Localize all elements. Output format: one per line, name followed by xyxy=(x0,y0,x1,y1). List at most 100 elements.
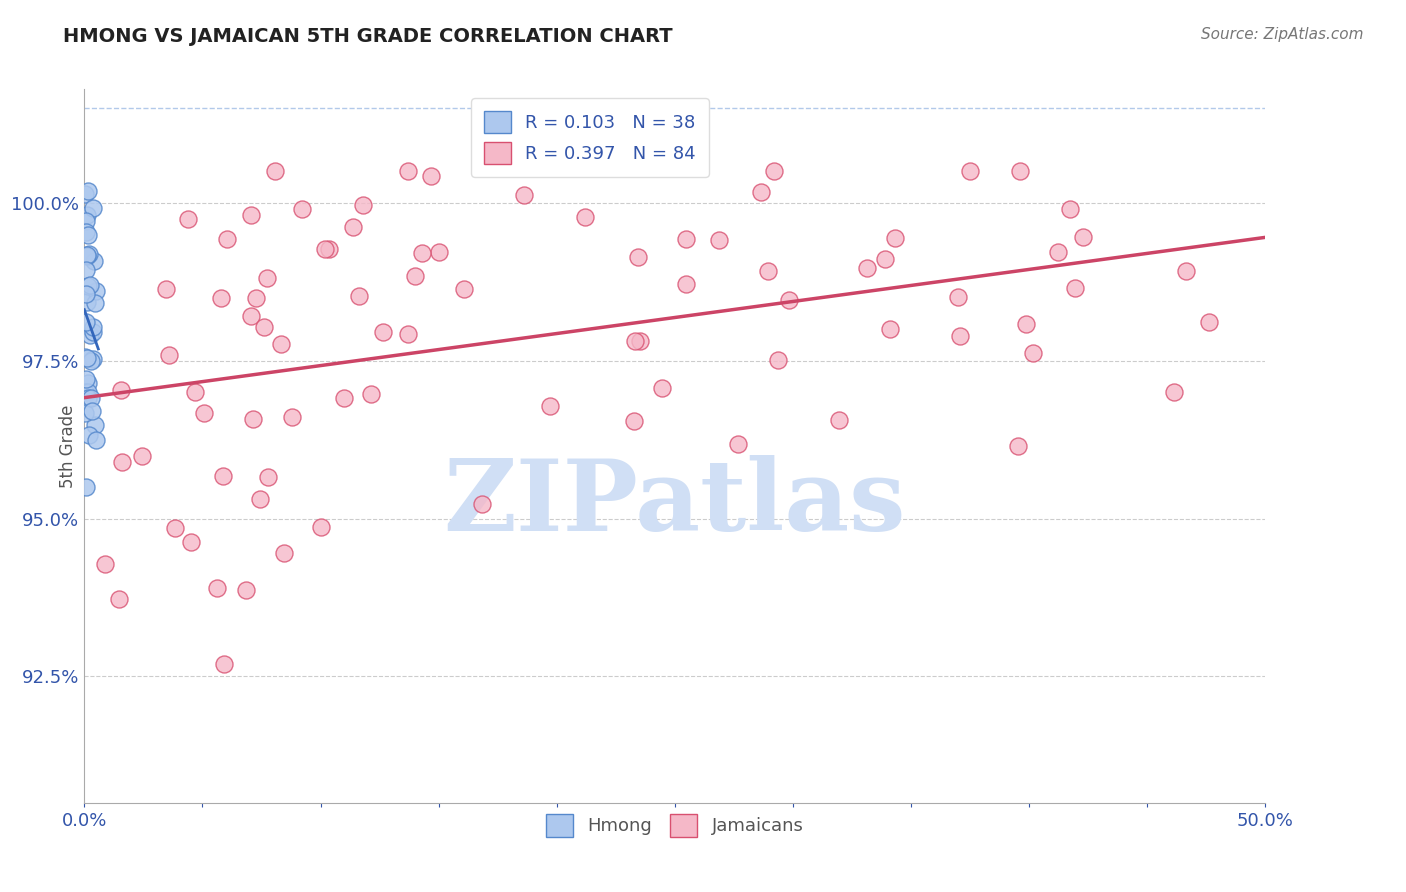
Point xyxy=(946,290,969,304)
Point xyxy=(79,278,101,293)
Point xyxy=(318,242,340,256)
Point xyxy=(352,197,374,211)
Point xyxy=(270,336,292,351)
Point xyxy=(235,582,257,597)
Point xyxy=(165,521,187,535)
Point xyxy=(75,263,97,277)
Point xyxy=(1022,346,1045,360)
Point xyxy=(79,391,101,405)
Point xyxy=(453,283,475,297)
Point xyxy=(83,254,105,268)
Point xyxy=(110,383,132,397)
Point xyxy=(180,534,202,549)
Point xyxy=(82,320,104,334)
Y-axis label: 5th Grade: 5th Grade xyxy=(59,404,77,488)
Point xyxy=(79,328,101,343)
Point xyxy=(875,252,897,266)
Point xyxy=(1059,202,1081,216)
Point xyxy=(76,376,98,391)
Point xyxy=(256,470,278,484)
Point xyxy=(93,557,115,571)
Point xyxy=(1047,245,1070,260)
Point xyxy=(75,287,97,301)
Point xyxy=(1064,281,1087,295)
Point xyxy=(675,232,697,246)
Point xyxy=(1015,317,1038,331)
Point xyxy=(76,279,98,293)
Point xyxy=(131,449,153,463)
Point xyxy=(76,248,98,262)
Point xyxy=(77,184,100,198)
Point xyxy=(242,412,264,426)
Point xyxy=(651,381,673,395)
Point xyxy=(574,211,596,225)
Text: HMONG VS JAMAICAN 5TH GRADE CORRELATION CHART: HMONG VS JAMAICAN 5TH GRADE CORRELATION … xyxy=(63,27,673,45)
Point xyxy=(756,264,779,278)
Point xyxy=(245,292,267,306)
Point xyxy=(1174,264,1197,278)
Text: Source: ZipAtlas.com: Source: ZipAtlas.com xyxy=(1201,27,1364,42)
Point xyxy=(749,185,772,199)
Point xyxy=(82,326,104,340)
Point xyxy=(157,348,180,362)
Point xyxy=(1071,229,1094,244)
Point xyxy=(675,277,697,291)
Point xyxy=(420,169,443,184)
Point xyxy=(264,164,287,178)
Point xyxy=(349,289,371,303)
Point xyxy=(513,188,536,202)
Point xyxy=(205,582,228,596)
Point xyxy=(427,245,450,260)
Point xyxy=(75,225,97,239)
Point xyxy=(84,417,107,432)
Point xyxy=(75,214,97,228)
Point xyxy=(828,412,851,426)
Point xyxy=(76,351,98,365)
Point xyxy=(212,469,235,483)
Point xyxy=(107,592,129,607)
Point xyxy=(240,208,263,222)
Point xyxy=(256,271,278,285)
Point xyxy=(411,245,433,260)
Point xyxy=(249,491,271,506)
Point xyxy=(768,353,790,368)
Point xyxy=(212,657,235,671)
Point xyxy=(281,409,304,424)
Point xyxy=(628,334,651,348)
Point xyxy=(1007,438,1029,452)
Point xyxy=(707,233,730,247)
Point xyxy=(948,329,970,343)
Point xyxy=(111,455,134,469)
Point xyxy=(184,384,207,399)
Point xyxy=(1010,164,1032,178)
Point xyxy=(77,392,100,406)
Point xyxy=(215,232,238,246)
Point xyxy=(80,354,103,368)
Point xyxy=(883,231,905,245)
Point xyxy=(311,520,333,534)
Point xyxy=(75,372,97,386)
Point xyxy=(1198,316,1220,330)
Point xyxy=(879,322,901,336)
Point xyxy=(177,212,200,227)
Point xyxy=(84,433,107,447)
Point xyxy=(80,404,103,418)
Point xyxy=(360,387,382,401)
Point xyxy=(396,164,419,178)
Point xyxy=(76,208,98,222)
Point xyxy=(314,242,336,256)
Point xyxy=(73,350,96,364)
Point xyxy=(211,291,233,305)
Point xyxy=(76,249,98,263)
Point xyxy=(373,326,395,340)
Point xyxy=(959,164,981,178)
Point xyxy=(75,186,97,201)
Point xyxy=(538,400,561,414)
Point xyxy=(623,334,645,348)
Point xyxy=(73,406,96,420)
Point xyxy=(240,309,263,323)
Point xyxy=(76,227,98,242)
Point xyxy=(333,391,356,405)
Point xyxy=(762,164,785,178)
Point xyxy=(193,406,215,420)
